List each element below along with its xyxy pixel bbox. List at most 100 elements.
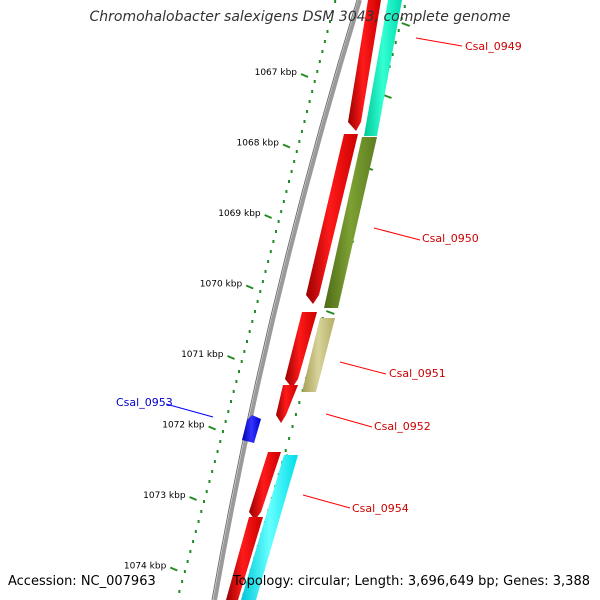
gene-label-csal-0952[interactable]: Csal_0952: [374, 420, 431, 433]
gene-label-csal-0949[interactable]: Csal_0949: [465, 40, 522, 53]
gene-label-csal-0950[interactable]: Csal_0950: [422, 232, 479, 245]
track-dot: [256, 300, 259, 303]
track-dot: [246, 340, 249, 343]
track-dot: [394, 41, 397, 44]
scale-tick-label: 1067 kbp: [255, 68, 298, 78]
track-dot: [321, 50, 324, 53]
track-dot: [313, 80, 316, 83]
scale-tick: [300, 73, 309, 78]
scale-tick-label: 1068 kbp: [237, 139, 280, 149]
track-dot: [274, 230, 277, 233]
scale-tick: [227, 355, 235, 360]
cds-gene-csal-0954-a[interactable]: [249, 452, 281, 520]
track-dot: [316, 70, 319, 73]
scale-tick: [169, 566, 178, 572]
track-dot: [189, 550, 192, 553]
track-dot: [259, 290, 262, 293]
track-dot: [280, 210, 283, 213]
track-dot: [178, 590, 181, 593]
track-dot: [197, 520, 200, 523]
scale-tick: [264, 214, 273, 219]
scale-tick-label: 1073 kbp: [143, 491, 186, 501]
track-dot: [235, 380, 238, 383]
track-dot: [213, 460, 216, 463]
track-dot: [224, 420, 227, 423]
track-dot: [298, 140, 301, 143]
track-dot: [272, 240, 275, 243]
track-dot: [194, 530, 197, 533]
leader-csal-0952: [325, 413, 373, 428]
scale-tick: [189, 496, 197, 501]
feature-csal-0949[interactable]: [364, 0, 402, 136]
track-dot: [186, 560, 189, 563]
genome-title: Chromohalobacter salexigens DSM 3043, co…: [89, 9, 511, 25]
track-dot: [267, 260, 270, 263]
gene-label-csal-0953[interactable]: Csal_0953: [116, 396, 173, 409]
track-dot: [232, 390, 235, 393]
leader-csal-0950: [373, 227, 421, 241]
scale-tick: [208, 425, 217, 431]
track-dot: [264, 270, 267, 273]
track-dot: [216, 450, 219, 453]
cds-gene-csal-0949[interactable]: [348, 0, 381, 131]
track-dot: [318, 60, 321, 63]
feature-csal-0954[interactable]: [241, 455, 298, 600]
gene-label-csal-0951[interactable]: Csal_0951: [389, 367, 446, 380]
scale-tick: [245, 284, 254, 290]
track-dot: [288, 437, 291, 440]
track-dot: [290, 170, 293, 173]
feature-csal-0951[interactable]: [302, 318, 335, 392]
scale-tick-label: 1070 kbp: [200, 280, 243, 290]
feature-csal-0950[interactable]: [324, 137, 377, 308]
track-dot: [400, 17, 403, 20]
track-dot: [200, 510, 203, 513]
scale-tick-label: 1069 kbp: [218, 209, 261, 219]
track-dot: [243, 350, 246, 353]
track-dot: [248, 330, 251, 333]
track-dot: [282, 200, 285, 203]
track-dot: [183, 570, 186, 573]
track-dot: [311, 90, 314, 93]
leader-csal-0951: [339, 361, 387, 375]
tick-dot-track: [178, 0, 337, 593]
gene-label-csal-0954[interactable]: Csal_0954: [352, 502, 409, 515]
track-dot: [203, 500, 206, 503]
track-dot: [181, 580, 184, 583]
track-dot: [306, 110, 309, 113]
track-dot: [208, 480, 211, 483]
cds-gene-csal-0952[interactable]: [276, 385, 298, 423]
scale-tick-label: 1072 kbp: [162, 421, 205, 431]
track-dot: [323, 40, 326, 43]
scale-tick-label: 1074 kbp: [124, 562, 167, 572]
track-dot: [192, 540, 195, 543]
track-dot: [251, 320, 254, 323]
track-dot: [326, 30, 329, 33]
track-dot: [211, 470, 214, 473]
track-dot: [277, 220, 280, 223]
track-dot: [291, 425, 294, 428]
track-dot: [269, 250, 272, 253]
track-dot: [285, 190, 288, 193]
cds-gene-csal-0951[interactable]: [285, 312, 317, 388]
cds-gene-csal-0950[interactable]: [306, 134, 358, 304]
feature-csal-0953[interactable]: [242, 415, 261, 443]
scale-tick-label: 1071 kbp: [181, 350, 224, 360]
track-dot: [227, 410, 230, 413]
track-dot: [238, 370, 241, 373]
track-dot: [397, 29, 400, 32]
track-dot: [288, 180, 291, 183]
track-dot: [230, 400, 233, 403]
cds-gene-csal-0954-b[interactable]: [226, 517, 263, 600]
track-tick: [325, 310, 335, 315]
track-tick: [383, 94, 392, 99]
track-dot: [391, 53, 394, 56]
track-dot: [329, 20, 332, 23]
leader-csal-0953: [165, 403, 214, 418]
track-dot: [221, 430, 224, 433]
track-dot: [293, 160, 296, 163]
track-dot: [205, 490, 208, 493]
scale-ticks: 1067 kbp 1068 kbp 1069 kbp 1070 kbp 1071 kbp…: [124, 68, 309, 572]
track-dot: [284, 449, 287, 452]
genome-backbone: [213, 0, 362, 600]
